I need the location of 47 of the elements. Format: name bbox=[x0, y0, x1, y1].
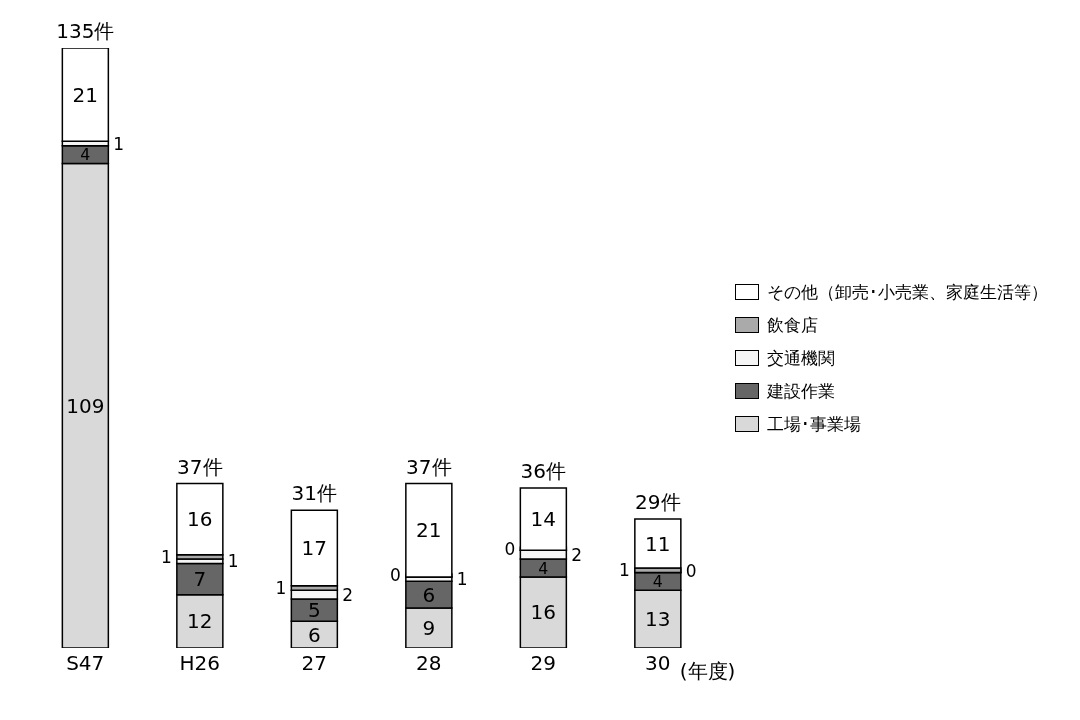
data-label: 12 bbox=[187, 609, 213, 634]
x-tick-label: S47 bbox=[66, 651, 105, 676]
data-label: 2 bbox=[342, 584, 354, 605]
data-label: 1 bbox=[227, 551, 239, 572]
data-label: 16 bbox=[187, 507, 213, 532]
data-label: 11 bbox=[645, 531, 671, 556]
x-tick-label: 29 bbox=[530, 651, 556, 676]
total-label: 29件 bbox=[635, 490, 681, 515]
data-label: 4 bbox=[538, 558, 549, 578]
data-label: 0 bbox=[504, 538, 516, 559]
data-label: 6 bbox=[307, 622, 321, 647]
data-label: 21 bbox=[72, 82, 99, 107]
data-label: 0 bbox=[390, 565, 401, 586]
total-label: 37件 bbox=[406, 454, 452, 479]
x-tick-label: 28 bbox=[416, 651, 442, 676]
total-label: 37件 bbox=[177, 454, 223, 479]
data-label: 5 bbox=[307, 598, 321, 623]
data-label: 4 bbox=[80, 145, 91, 165]
data-label: 1 bbox=[275, 578, 287, 598]
data-label: 17 bbox=[301, 536, 328, 560]
x-tick-label: 30 bbox=[645, 651, 671, 676]
legend-label: 工場･事業場 bbox=[767, 412, 861, 436]
data-label: 1 bbox=[619, 560, 630, 581]
x-axis-title: (年度) bbox=[679, 659, 736, 683]
x-tick-label: H26 bbox=[179, 651, 220, 676]
total-label: 36件 bbox=[520, 459, 567, 483]
data-label: 1 bbox=[456, 569, 468, 590]
data-label: 2 bbox=[571, 544, 583, 565]
data-label: 7 bbox=[193, 567, 207, 592]
x-tick-label: 27 bbox=[301, 651, 327, 676]
data-label: 16 bbox=[530, 600, 557, 625]
data-label: 0 bbox=[685, 560, 697, 581]
total-label: 135件 bbox=[56, 19, 115, 43]
legend-label: 飲食店 bbox=[767, 313, 818, 337]
data-label: 13 bbox=[645, 607, 671, 632]
data-label: 4 bbox=[652, 571, 663, 591]
data-label: 1 bbox=[161, 546, 172, 567]
data-label: 6 bbox=[422, 582, 436, 607]
data-label: 1 bbox=[113, 133, 125, 154]
legend-label: その他（卸売･小売業、家庭生活等） bbox=[767, 280, 1048, 304]
total-label: 31件 bbox=[291, 481, 338, 506]
legend-label: 建設作業 bbox=[767, 379, 835, 403]
data-label: 14 bbox=[530, 507, 557, 532]
data-label: 21 bbox=[416, 518, 442, 543]
data-label: 9 bbox=[422, 616, 436, 640]
data-label: 109 bbox=[66, 393, 105, 418]
legend-label: 交通機関 bbox=[767, 346, 835, 370]
